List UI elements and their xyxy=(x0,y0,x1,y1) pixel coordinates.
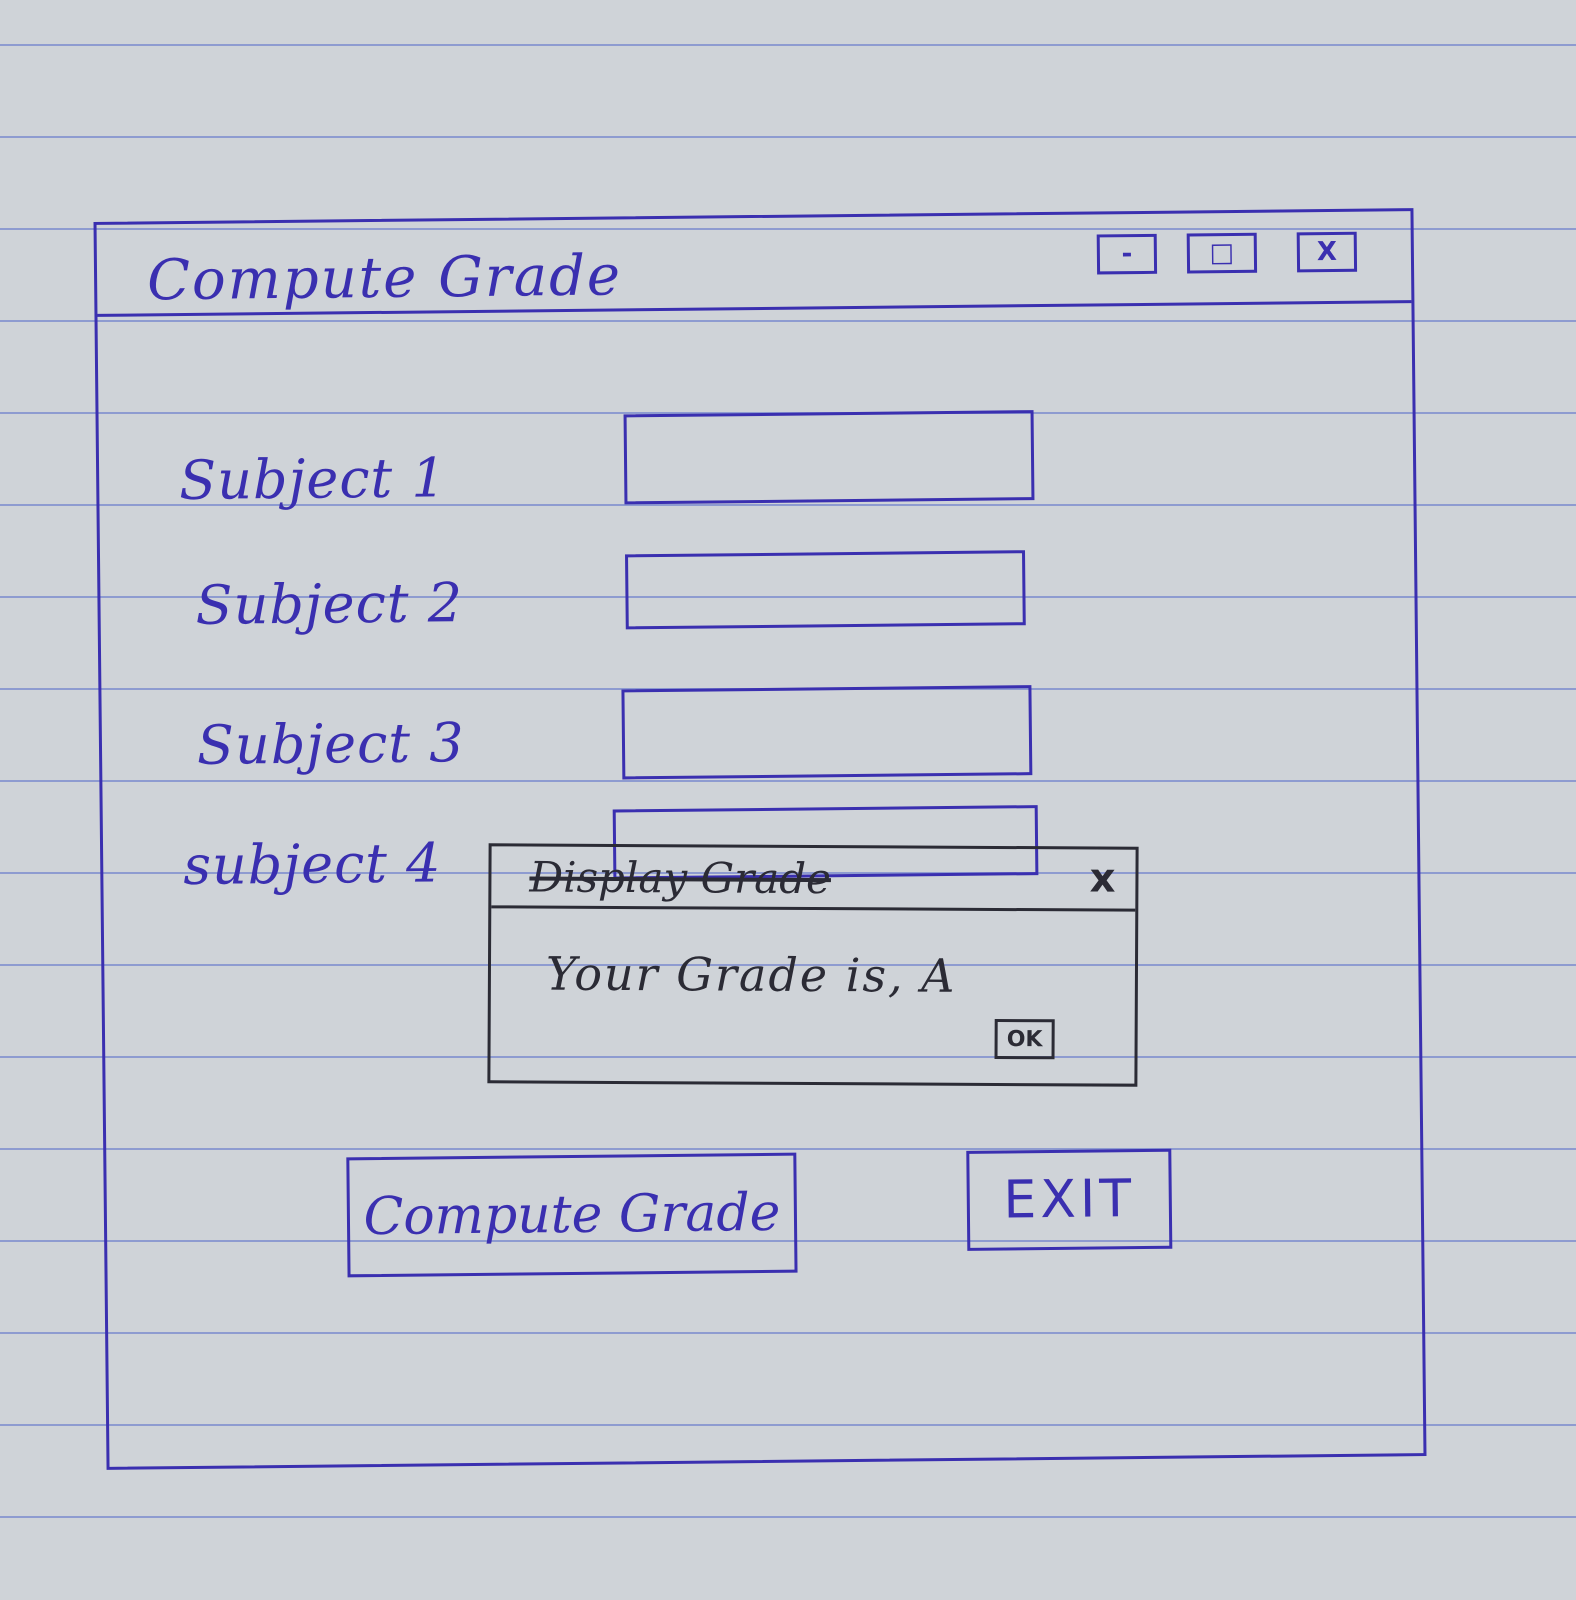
ok-button[interactable]: OK xyxy=(994,1018,1055,1060)
maximize-button[interactable]: □ xyxy=(1186,232,1258,274)
dialog-title: Display Grade xyxy=(529,852,832,904)
subject-3-label: Subject 3 xyxy=(196,711,465,777)
subject-1-label: Subject 1 xyxy=(178,446,448,513)
compute-grade-window: Compute Grade - □ X Subject 1 Subject 2 … xyxy=(93,208,1427,1470)
minimize-button[interactable]: - xyxy=(1096,233,1158,275)
subject-1-input[interactable] xyxy=(623,410,1035,505)
subject-2-input[interactable] xyxy=(625,550,1026,630)
exit-button[interactable]: EXIT xyxy=(966,1148,1173,1251)
display-grade-dialog: Display Grade x Your Grade is, A OK xyxy=(487,843,1139,1087)
subject-3-input[interactable] xyxy=(621,685,1033,780)
subject-2-label: Subject 2 xyxy=(195,571,464,637)
dialog-title-bar: Display Grade x xyxy=(491,846,1136,912)
close-button[interactable]: X xyxy=(1296,231,1358,273)
compute-grade-button[interactable]: Compute Grade xyxy=(346,1152,798,1278)
subject-4-label: subject 4 xyxy=(182,831,442,898)
title-bar: Compute Grade - □ X xyxy=(96,211,1412,317)
grade-message: Your Grade is, A xyxy=(545,946,957,1003)
window-title: Compute Grade xyxy=(146,243,623,314)
dialog-close-icon[interactable]: x xyxy=(1089,855,1116,902)
